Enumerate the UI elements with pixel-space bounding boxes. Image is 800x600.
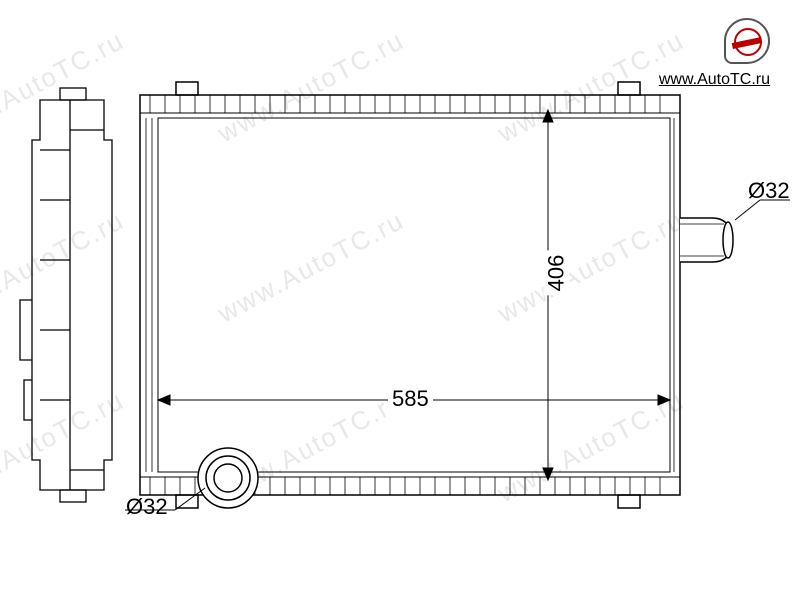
- outlet-dia-label: Ø32: [744, 178, 794, 204]
- outlet-port: [680, 218, 733, 262]
- inlet-dia-label: Ø32: [122, 494, 172, 520]
- side-view: [20, 88, 112, 502]
- technical-drawing: [0, 0, 800, 600]
- logo-url: www.AutoTC.ru: [659, 71, 770, 89]
- front-view: [140, 82, 733, 508]
- dim-width-label: 585: [388, 386, 433, 412]
- dim-height-label: 406: [543, 251, 569, 296]
- logo-mark-icon: [724, 18, 770, 64]
- inlet-port: [198, 448, 258, 508]
- site-logo: www.AutoTC.ru: [659, 18, 770, 89]
